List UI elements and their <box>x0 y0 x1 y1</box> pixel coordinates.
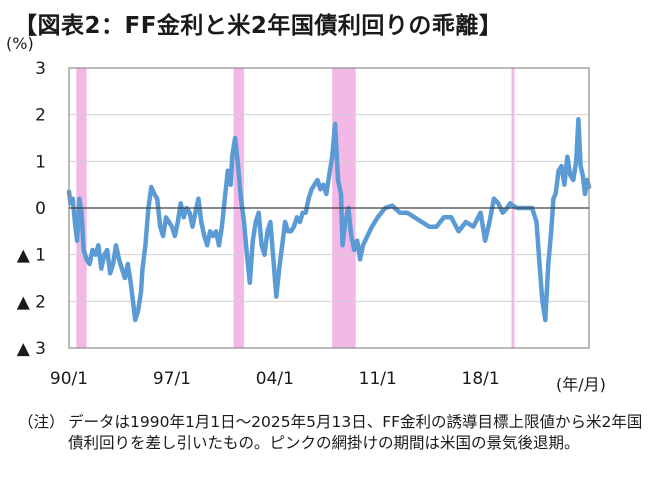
x-tick-label-3: 11/1 <box>359 369 397 389</box>
y-tick-label-6: ▲ 3 <box>17 339 46 359</box>
y-tick-label-5: ▲ 2 <box>17 292 46 312</box>
x-tick-label-4: 18/1 <box>462 369 500 389</box>
y-tick-label-0: 3 <box>35 59 46 79</box>
y-tick-label-4: ▲ 1 <box>17 246 46 266</box>
x-axis-unit: (年/月) <box>556 375 606 394</box>
y-tick-label-3: 0 <box>35 199 46 219</box>
spread-line-0 <box>66 117 592 323</box>
x-tick-label-1: 97/1 <box>153 369 191 389</box>
y-tick-labels: 3 2 1 0 ▲ 1 ▲ 2 ▲ 3 <box>17 59 46 359</box>
x-tick-label-0: 90/1 <box>50 369 88 389</box>
x-tick-label-2: 04/1 <box>256 369 294 389</box>
footnote-label: （注） <box>18 413 65 431</box>
y-axis-unit: (%) <box>6 34 34 53</box>
y-tick-label-1: 2 <box>35 106 46 126</box>
footnote-text: データは1990年1月1日～2025年5月13日、FF金利の誘導目標上限値から米… <box>68 413 643 452</box>
x-tick-labels: 90/1 97/1 04/1 11/1 18/1 <box>50 369 500 389</box>
spread-series <box>66 117 592 323</box>
y-tick-label-2: 1 <box>35 152 46 172</box>
chart-title: 【図表2：FF金利と米2年国債利回りの乖離】 <box>14 13 503 39</box>
plot-frame <box>68 67 590 349</box>
